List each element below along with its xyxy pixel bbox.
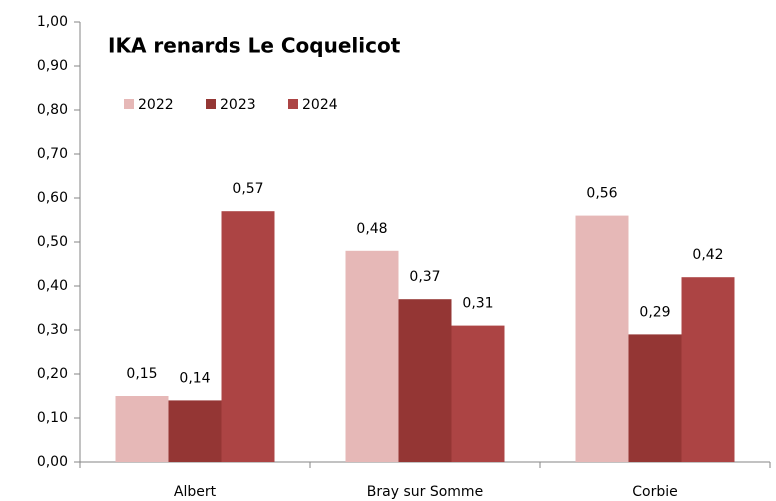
y-tick-label: 1,00 xyxy=(37,14,68,30)
x-tick-label: Corbie xyxy=(632,484,678,500)
legend-label: 2023 xyxy=(220,97,256,113)
chart-title: IKA renards Le Coquelicot xyxy=(108,34,401,58)
bar xyxy=(168,400,222,462)
legend-swatch xyxy=(288,99,298,109)
y-tick-label: 0,00 xyxy=(37,454,68,470)
bar xyxy=(115,396,169,462)
y-tick-label: 0,80 xyxy=(37,102,68,118)
y-tick-label: 0,40 xyxy=(37,278,68,294)
x-tick-label: Albert xyxy=(174,484,217,500)
y-tick-label: 0,20 xyxy=(37,366,68,382)
y-tick-label: 0,30 xyxy=(37,322,68,338)
value-label: 0,57 xyxy=(232,181,263,197)
value-label: 0,37 xyxy=(409,269,440,285)
bar xyxy=(398,299,452,462)
value-label: 0,48 xyxy=(356,221,387,237)
value-label: 0,31 xyxy=(462,296,493,312)
value-label: 0,29 xyxy=(639,304,670,320)
value-label: 0,42 xyxy=(692,247,723,263)
y-tick-label: 0,70 xyxy=(37,146,68,162)
bar xyxy=(628,334,682,462)
value-label: 0,14 xyxy=(179,370,210,386)
legend-label: 2024 xyxy=(302,97,338,113)
bar xyxy=(221,211,275,462)
x-tick-label: Bray sur Somme xyxy=(367,484,483,500)
value-label: 0,56 xyxy=(586,186,617,202)
bar xyxy=(451,325,505,462)
bar xyxy=(681,277,735,462)
bar xyxy=(345,250,399,462)
y-tick-label: 0,90 xyxy=(37,58,68,74)
legend-swatch xyxy=(206,99,216,109)
y-tick-label: 0,50 xyxy=(37,234,68,250)
y-tick-label: 0,60 xyxy=(37,190,68,206)
y-tick-label: 0,10 xyxy=(37,410,68,426)
bar xyxy=(575,215,629,462)
legend-label: 2022 xyxy=(138,97,174,113)
value-label: 0,15 xyxy=(126,366,157,382)
legend-swatch xyxy=(124,99,134,109)
